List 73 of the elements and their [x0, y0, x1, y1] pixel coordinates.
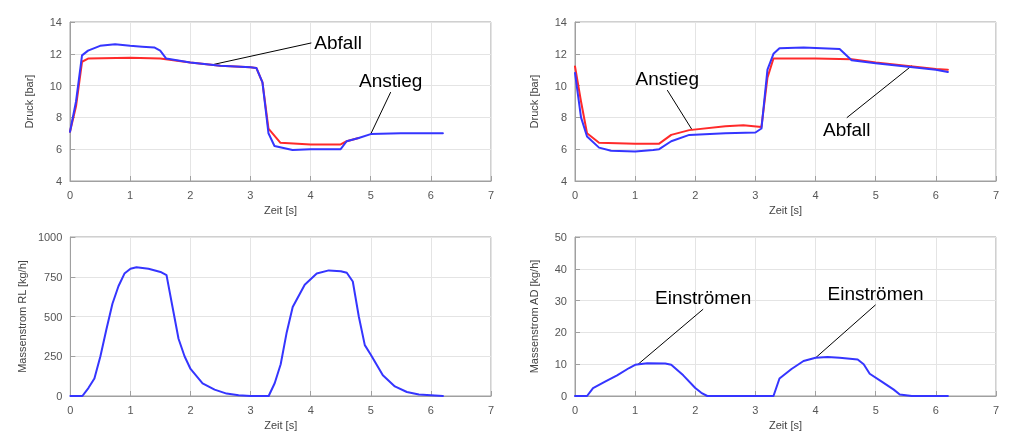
y-tick-label: 14 — [49, 16, 62, 28]
y-axis-title: Druck [bar] — [527, 74, 540, 129]
y-tick-label: 20 — [554, 326, 567, 339]
x-tick-label: 4 — [307, 188, 314, 201]
annotation: Einströmen — [655, 287, 752, 309]
line-series — [574, 355, 949, 397]
x-tick-label: 6 — [427, 188, 434, 201]
x-tick-label: 2 — [692, 403, 699, 416]
x-tick-label: 3 — [247, 403, 254, 416]
y-tick-label: 0 — [560, 390, 567, 402]
annotation: Abfall — [314, 32, 362, 54]
y-tick-label: 6 — [55, 143, 62, 156]
x-axis-title: Zeit [s] — [768, 419, 803, 432]
y-tick-label: 4 — [560, 175, 567, 187]
y-tick-label: 8 — [560, 111, 567, 124]
x-axis-title: Zeit [s] — [264, 419, 298, 432]
x-tick-label: 1 — [127, 403, 134, 416]
x-tick-label: 5 — [872, 403, 879, 416]
y-tick-label: 500 — [44, 310, 63, 323]
x-tick-label: 1 — [632, 403, 639, 416]
y-axis-title: Massenstrom AD [kg/h] — [527, 259, 540, 374]
x-tick-label: 1 — [127, 188, 134, 201]
annotation: Einströmen — [827, 282, 924, 304]
y-tick-label: 250 — [44, 350, 63, 363]
x-tick-label: 4 — [812, 403, 819, 416]
x-tick-label: 5 — [367, 188, 374, 201]
x-tick-label: 4 — [812, 188, 819, 201]
x-tick-label: 2 — [187, 403, 194, 416]
y-axis-title: Druck [bar] — [22, 74, 35, 129]
y-tick-label: 10 — [49, 79, 62, 92]
x-tick-label: 2 — [187, 188, 194, 201]
x-tick-label: 7 — [992, 188, 1000, 201]
x-tick-label: 4 — [307, 403, 314, 416]
y-tick-label: 12 — [49, 47, 62, 60]
x-tick-label: 0 — [67, 403, 74, 416]
x-tick-label: 5 — [872, 188, 879, 201]
x-axis-title: Zeit [s] — [768, 204, 803, 217]
y-tick-label: 750 — [44, 270, 63, 283]
y-tick-label: 40 — [554, 262, 567, 275]
x-tick-label: 2 — [692, 188, 699, 201]
y-tick-label: 10 — [554, 358, 567, 371]
y-tick-label: 10 — [554, 79, 567, 92]
x-tick-label: 3 — [752, 403, 759, 416]
x-tick-label: 6 — [427, 403, 434, 416]
x-axis-title: Zeit [s] — [263, 204, 298, 217]
x-tick-label: 7 — [487, 188, 495, 201]
x-tick-label: 0 — [571, 403, 579, 416]
line-series — [574, 57, 949, 145]
y-tick-label: 12 — [554, 47, 567, 60]
annotation: Anstieg — [359, 70, 423, 92]
x-tick-label: 3 — [752, 188, 759, 201]
y-tick-label: 6 — [560, 143, 567, 156]
y-tick-label: 4 — [55, 175, 62, 187]
x-tick-label: 7 — [992, 403, 1000, 416]
y-tick-label: 1000 — [37, 231, 63, 243]
annotation: Anstieg — [635, 68, 699, 90]
y-tick-label: 50 — [554, 231, 567, 243]
y-tick-label: 14 — [554, 16, 567, 28]
annotation: Abfall — [823, 118, 871, 140]
x-tick-label: 3 — [247, 188, 254, 201]
y-tick-label: 30 — [554, 294, 567, 307]
x-tick-label: 7 — [487, 403, 495, 416]
y-tick-label: 0 — [56, 390, 63, 402]
line-series — [574, 46, 949, 153]
x-tick-label: 1 — [632, 188, 639, 201]
x-tick-label: 5 — [367, 403, 374, 416]
line-series — [69, 266, 444, 397]
x-tick-label: 0 — [571, 188, 579, 201]
y-axis-title: Massenstrom RL [kg/h] — [15, 260, 28, 373]
x-tick-label: 6 — [932, 403, 939, 416]
y-tick-label: 8 — [55, 111, 62, 124]
x-tick-label: 0 — [66, 188, 74, 201]
x-tick-label: 6 — [932, 188, 939, 201]
